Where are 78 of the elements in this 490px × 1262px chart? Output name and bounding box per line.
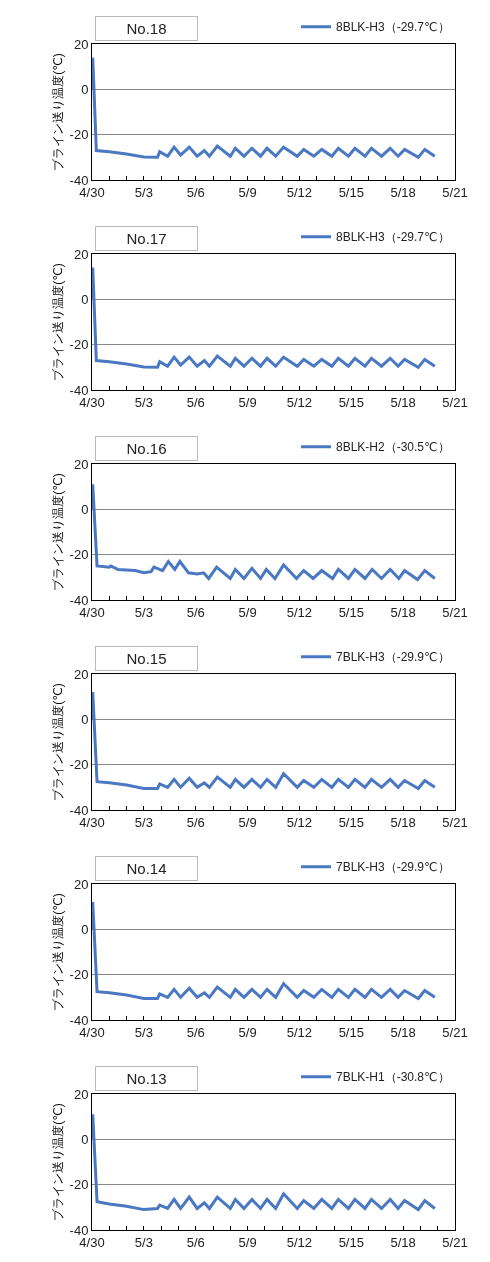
chart-title: No.16	[126, 440, 167, 457]
x-tick-label: 5/12	[286, 1024, 313, 1040]
y-tick-label: 0	[81, 81, 89, 97]
x-tick-label: 5/18	[390, 814, 416, 830]
x-tick-label: 5/15	[338, 604, 364, 620]
y-axis-title: ブライン送り温度(℃)	[50, 53, 65, 171]
y-tick-label: 0	[81, 921, 89, 937]
y-tick-label: -20	[69, 967, 89, 983]
x-tick-label: 5/6	[186, 1234, 205, 1250]
y-tick-label: -20	[69, 757, 89, 773]
y-axis-title: ブライン送り温度(℃)	[50, 1103, 65, 1221]
legend-label: 7BLK-H1（-30.8℃）	[336, 1070, 450, 1085]
x-tick-label: 5/9	[238, 604, 257, 620]
x-tick-label: 5/9	[238, 814, 257, 830]
x-tick-label: 5/9	[238, 1024, 257, 1040]
y-tick-label: 20	[73, 246, 89, 262]
x-tick-label: 5/12	[286, 604, 313, 620]
x-tick-label: 5/15	[338, 1024, 364, 1040]
y-axis-title: ブライン送り温度(℃)	[50, 473, 65, 591]
x-tick-label: 5/21	[442, 184, 468, 200]
x-tick-label: 5/6	[186, 394, 205, 410]
x-tick-label: 5/9	[238, 394, 257, 410]
x-tick-label: 5/9	[238, 184, 257, 200]
x-tick-label: 5/21	[442, 1234, 468, 1250]
y-tick-label: 0	[81, 501, 89, 517]
x-tick-label: 5/18	[390, 1234, 416, 1250]
y-tick-label: 0	[81, 1131, 89, 1147]
y-tick-label: 20	[73, 666, 89, 682]
legend-label: 8BLK-H3（-29.7℃）	[336, 20, 450, 35]
x-tick-label: 5/15	[338, 394, 364, 410]
y-tick-label: -20	[69, 1177, 89, 1193]
y-tick-label: 0	[81, 711, 89, 727]
x-tick-label: 5/21	[442, 394, 468, 410]
x-tick-label: 5/9	[238, 1234, 257, 1250]
x-tick-label: 5/15	[338, 814, 364, 830]
y-axis-title: ブライン送り温度(℃)	[50, 263, 65, 381]
y-tick-label: 20	[73, 36, 89, 52]
y-axis-title: ブライン送り温度(℃)	[50, 683, 65, 801]
x-tick-label: 5/12	[286, 184, 313, 200]
x-tick-label: 5/12	[286, 814, 313, 830]
x-tick-label: 5/18	[390, 604, 416, 620]
y-tick-label: 20	[73, 1086, 89, 1102]
x-tick-label: 5/12	[286, 394, 313, 410]
y-tick-label: 20	[73, 876, 89, 892]
chart-title: No.17	[126, 230, 167, 247]
x-tick-label: 5/15	[338, 184, 364, 200]
x-tick-label: 5/6	[186, 814, 205, 830]
chart-title: No.15	[126, 650, 167, 667]
y-tick-label: -20	[69, 547, 89, 563]
x-tick-label: 5/21	[442, 814, 468, 830]
x-tick-label: 5/3	[134, 604, 153, 620]
x-tick-label: 5/21	[442, 1024, 468, 1040]
x-tick-label: 5/18	[390, 184, 416, 200]
x-tick-label: 5/3	[134, 394, 153, 410]
x-tick-label: 5/3	[134, 1234, 153, 1250]
x-tick-label: 5/3	[134, 184, 153, 200]
y-tick-label: -20	[69, 337, 89, 353]
x-tick-label: 5/12	[286, 1234, 313, 1250]
x-tick-label: 5/18	[390, 394, 416, 410]
y-tick-label: 20	[73, 456, 89, 472]
x-tick-label: 5/6	[186, 1024, 205, 1040]
x-tick-label: 5/15	[338, 1234, 364, 1250]
chart-title: No.14	[126, 860, 167, 877]
chart-title: No.18	[126, 20, 167, 37]
x-tick-label: 5/6	[186, 184, 205, 200]
x-tick-label: 5/21	[442, 604, 468, 620]
y-tick-label: 0	[81, 291, 89, 307]
y-axis-title: ブライン送り温度(℃)	[50, 893, 65, 1011]
legend-label: 7BLK-H3（-29.9℃）	[336, 860, 450, 875]
x-tick-label: 5/6	[186, 604, 205, 620]
chart-title: No.13	[126, 1070, 167, 1087]
legend-label: 7BLK-H3（-29.9℃）	[336, 650, 450, 665]
y-tick-label: -20	[69, 127, 89, 143]
legend-label: 8BLK-H2（-30.5℃）	[336, 440, 450, 455]
x-tick-label: 5/3	[134, 1024, 153, 1040]
legend-label: 8BLK-H3（-29.7℃）	[336, 230, 450, 245]
x-tick-label: 5/18	[390, 1024, 416, 1040]
x-tick-label: 5/3	[134, 814, 153, 830]
